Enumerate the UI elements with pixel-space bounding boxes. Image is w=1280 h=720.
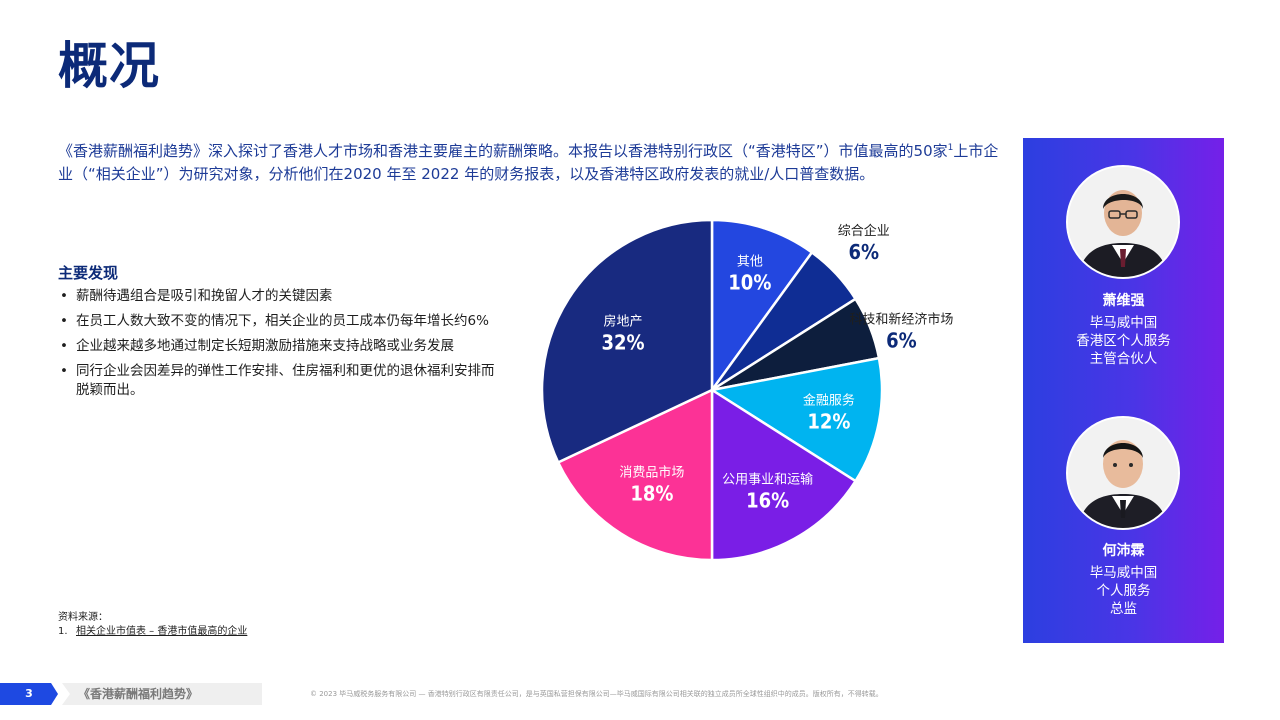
- page-title: 概况: [58, 37, 160, 95]
- source-ref-link[interactable]: 相关企业市值表 – 香港市值最高的企业: [76, 626, 248, 637]
- person-role-line: 主管合伙人: [1089, 351, 1158, 367]
- avatar: [1066, 416, 1180, 530]
- pie-slice: [710, 387, 858, 562]
- pie-slice-value: 12%: [807, 409, 850, 433]
- footer-report-title: 《香港薪酬福利趋势》: [62, 683, 262, 705]
- finding-item: 企业越来越多地通过制定长短期激励措施来支持战略或业务发展: [58, 337, 498, 356]
- copyright-notice: © 2023 毕马威税务服务有限公司 — 香港特别行政区有限责任公司，是与英国私…: [310, 690, 883, 698]
- pie-slice-label: 金融服务: [803, 392, 855, 408]
- person-role: 毕马威中国 个人服务 总监: [1023, 564, 1224, 618]
- pie-slice-value: 32%: [601, 331, 644, 355]
- finding-item: 在员工人数大致不变的情况下，相关企业的员工成本仍每年增长约6%: [58, 312, 498, 331]
- person-role-line: 个人服务: [1096, 583, 1151, 599]
- avatar: [1066, 165, 1180, 279]
- pie-slice-label: 其他: [737, 255, 763, 270]
- pie-slice-value: 6%: [886, 328, 917, 352]
- pie-slice-label: 科技和新经济市场: [849, 311, 953, 327]
- person-role-line: 毕马威中国: [1089, 565, 1158, 581]
- person-role-line: 总监: [1110, 601, 1137, 617]
- pie-slice: [710, 218, 814, 394]
- source-reference: 1. 相关企业市值表 – 香港市值最高的企业: [58, 625, 247, 639]
- pie-slice-value: 16%: [746, 488, 789, 512]
- pie-slice-value: 18%: [630, 482, 673, 506]
- pie-slice: [540, 218, 714, 465]
- pie-slice-value: 10%: [728, 271, 771, 295]
- finding-item: 薪酬待遇组合是吸引和挽留人才的关键因素: [58, 287, 498, 306]
- source-label: 资料来源：: [58, 612, 108, 623]
- footnote-marker[interactable]: 1: [947, 143, 954, 153]
- pie-slice: [556, 388, 714, 562]
- pie-slice: [708, 356, 884, 483]
- page-number: 3: [0, 683, 58, 705]
- findings-list: 薪酬待遇组合是吸引和挽留人才的关键因素 在员工人数大致不变的情况下，相关企业的员…: [58, 287, 498, 406]
- source-note: 资料来源： 1. 相关企业市值表 – 香港市值最高的企业: [58, 611, 247, 639]
- pie-slice-label: 公用事业和运输: [722, 471, 813, 487]
- pie-slice-label: 消费品市场: [619, 465, 684, 481]
- finding-item: 同行企业会因差异的弹性工作安排、住房福利和更优的退休福利安排而脱颖而出。: [58, 362, 498, 400]
- findings-heading: 主要发现: [58, 264, 119, 282]
- intro-text-part1: 《香港薪酬福利趋势》深入探讨了香港人才市场和香港主要雇主的薪酬策略。本报告以香港…: [58, 142, 948, 160]
- pie-slice-label: 综合企业: [838, 223, 890, 239]
- person-role-line: 香港区个人服务: [1076, 333, 1171, 349]
- source-ref-number: 1.: [58, 626, 68, 637]
- intro-paragraph: 《香港薪酬福利趋势》深入探讨了香港人才市场和香港主要雇主的薪酬策略。本报告以香港…: [58, 137, 1008, 186]
- industry-pie-chart: 其他10%综合企业6%科技和新经济市场6%金融服务12%公用事业和运输16%消费…: [540, 218, 953, 562]
- contacts-panel: 萧维强 毕马威中国 香港区个人服务 主管合伙人 何沛霖 毕马威中国 个人服务 总…: [1023, 138, 1224, 643]
- person-role: 毕马威中国 香港区个人服务 主管合伙人: [1023, 314, 1224, 368]
- person-role-line: 毕马威中国: [1089, 315, 1158, 331]
- person-name: 萧维强: [1102, 293, 1145, 309]
- person-name: 何沛霖: [1102, 543, 1145, 559]
- intro-text-part2: 上市企业（“相关企业”）为研究对象，分析他们在2020 年至 2022 年的财务…: [58, 142, 999, 183]
- pie-slice-label: 房地产: [604, 314, 643, 330]
- pie-slice-value: 6%: [848, 240, 879, 264]
